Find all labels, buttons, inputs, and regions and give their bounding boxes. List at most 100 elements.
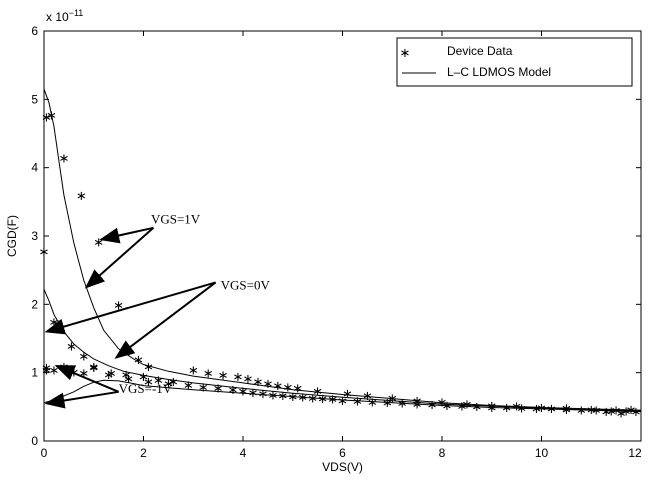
device-data-point: ∗: [631, 405, 642, 420]
device-data-point: ∗: [601, 405, 612, 420]
device-data-point: ∗: [327, 393, 338, 408]
annotation-arrow: [44, 390, 119, 409]
device-data-point: ∗: [106, 367, 117, 382]
device-data-point: ∗: [382, 396, 393, 411]
device-data-point: ∗: [153, 374, 164, 389]
device-data-point: ∗: [437, 395, 448, 410]
device-data-point: ∗: [138, 370, 149, 385]
device-data-point: ∗: [312, 384, 323, 399]
device-data-point: ∗: [228, 383, 239, 398]
device-data-point: ∗: [367, 395, 378, 410]
device-data-point: ∗: [248, 386, 259, 401]
y-tick-label: 1: [31, 366, 38, 380]
device-data-point: ∗: [387, 391, 398, 406]
device-data-point: ∗: [188, 363, 199, 378]
device-data-point: ∗: [536, 401, 547, 416]
device-data-point: ∗: [272, 379, 283, 394]
device-data-point: ∗: [252, 375, 263, 390]
annotation-arrow: [54, 364, 120, 393]
device-data-point: ∗: [546, 402, 557, 417]
y-axis-label: CGD(F): [5, 215, 19, 257]
y-tick-label: 5: [31, 92, 38, 106]
device-data-point: ∗: [591, 404, 602, 419]
x-tick-label: 8: [439, 446, 446, 460]
x-tick-label: 10: [535, 446, 549, 460]
legend-marker-device-data: ∗: [400, 46, 411, 61]
device-data-point: ∗: [307, 391, 318, 406]
device-data-point: ∗: [282, 380, 293, 395]
annotation-arrow: [44, 281, 216, 335]
device-data-point: ∗: [262, 377, 273, 392]
y-tick-label: 3: [31, 229, 38, 243]
x-tick-label: 2: [140, 446, 147, 460]
device-data-point: ∗: [103, 368, 114, 383]
model-curves: [43, 88, 642, 413]
device-data-point: ∗: [93, 236, 104, 251]
device-data-point: ∗: [218, 369, 229, 384]
model-curve: [43, 379, 642, 413]
device-data-point: ∗: [203, 367, 214, 382]
device-data-point: ∗: [486, 399, 497, 414]
device-data-point: ∗: [297, 391, 308, 406]
device-data-point: ∗: [412, 397, 423, 412]
legend-label-device-data: Device Data: [447, 44, 513, 58]
model-curve: [43, 289, 642, 412]
model-curve: [43, 88, 642, 411]
device-data-point: ∗: [78, 350, 89, 365]
annotation-arrow: [99, 226, 154, 244]
x-tick-label: 6: [339, 446, 346, 460]
y-tick-label: 6: [31, 24, 38, 38]
device-data-point: ∗: [531, 402, 542, 417]
device-data-point: ∗: [461, 397, 472, 412]
device-data-point: ∗: [456, 400, 467, 415]
device-data-point: ∗: [616, 406, 627, 421]
annotation-vgs-1v: VGS=1V: [151, 212, 201, 227]
device-data-point: ∗: [561, 402, 572, 417]
device-data-point: ∗: [397, 397, 408, 412]
device-data-point: ∗: [213, 382, 224, 397]
device-data-point: ∗: [561, 403, 572, 418]
device-data-point: ∗: [427, 398, 438, 413]
device-data-point: ∗: [39, 245, 50, 260]
legend: ∗ Device Data L–C LDMOS Model: [396, 37, 633, 87]
device-data-point: ∗: [78, 367, 89, 382]
device-data-point: ∗: [362, 389, 373, 404]
device-data-point: ∗: [238, 384, 249, 399]
annotation-arrows: [44, 226, 217, 409]
device-data-point: ∗: [183, 378, 194, 393]
device-data-point: ∗: [621, 404, 632, 419]
annotation-vgs-0v: VGS=0V: [221, 277, 271, 292]
device-data-point: ∗: [46, 108, 57, 123]
y-scale-exponent: x 10−11: [46, 8, 83, 24]
device-data-point: ∗: [143, 360, 154, 375]
device-data-point: ∗: [277, 389, 288, 404]
device-data-point: ∗: [586, 403, 597, 418]
x-tick-label: 12: [628, 446, 642, 460]
x-tick-label: 4: [240, 446, 247, 460]
device-data-point: ∗: [606, 404, 617, 419]
y-tick-label: 4: [31, 161, 38, 175]
device-data-point: ∗: [41, 361, 52, 376]
device-data-point: ∗: [66, 339, 77, 354]
annotation-arrow: [114, 281, 217, 359]
device-data-point: ∗: [471, 400, 482, 415]
device-data-point: ∗: [143, 375, 154, 390]
device-data-point: ∗: [113, 298, 124, 313]
device-data-point: ∗: [342, 387, 353, 402]
device-data-point: ∗: [121, 368, 132, 383]
device-data-point: ∗: [516, 402, 527, 417]
y-tick-label: 0: [31, 434, 38, 448]
y-tick-label: 2: [31, 297, 38, 311]
device-data-point: ∗: [88, 361, 99, 376]
device-data-point: ∗: [49, 363, 60, 378]
device-data-point: ∗: [267, 389, 278, 404]
annotation-arrow: [84, 227, 155, 289]
device-data-point: ∗: [198, 380, 209, 395]
legend-box: [396, 37, 633, 87]
x-axis-label: VDS(V): [322, 460, 363, 474]
device-data-point: ∗: [317, 392, 328, 407]
device-data-point: ∗: [243, 372, 254, 387]
device-data-point: ∗: [576, 404, 587, 419]
device-data-point: ∗: [233, 370, 244, 385]
